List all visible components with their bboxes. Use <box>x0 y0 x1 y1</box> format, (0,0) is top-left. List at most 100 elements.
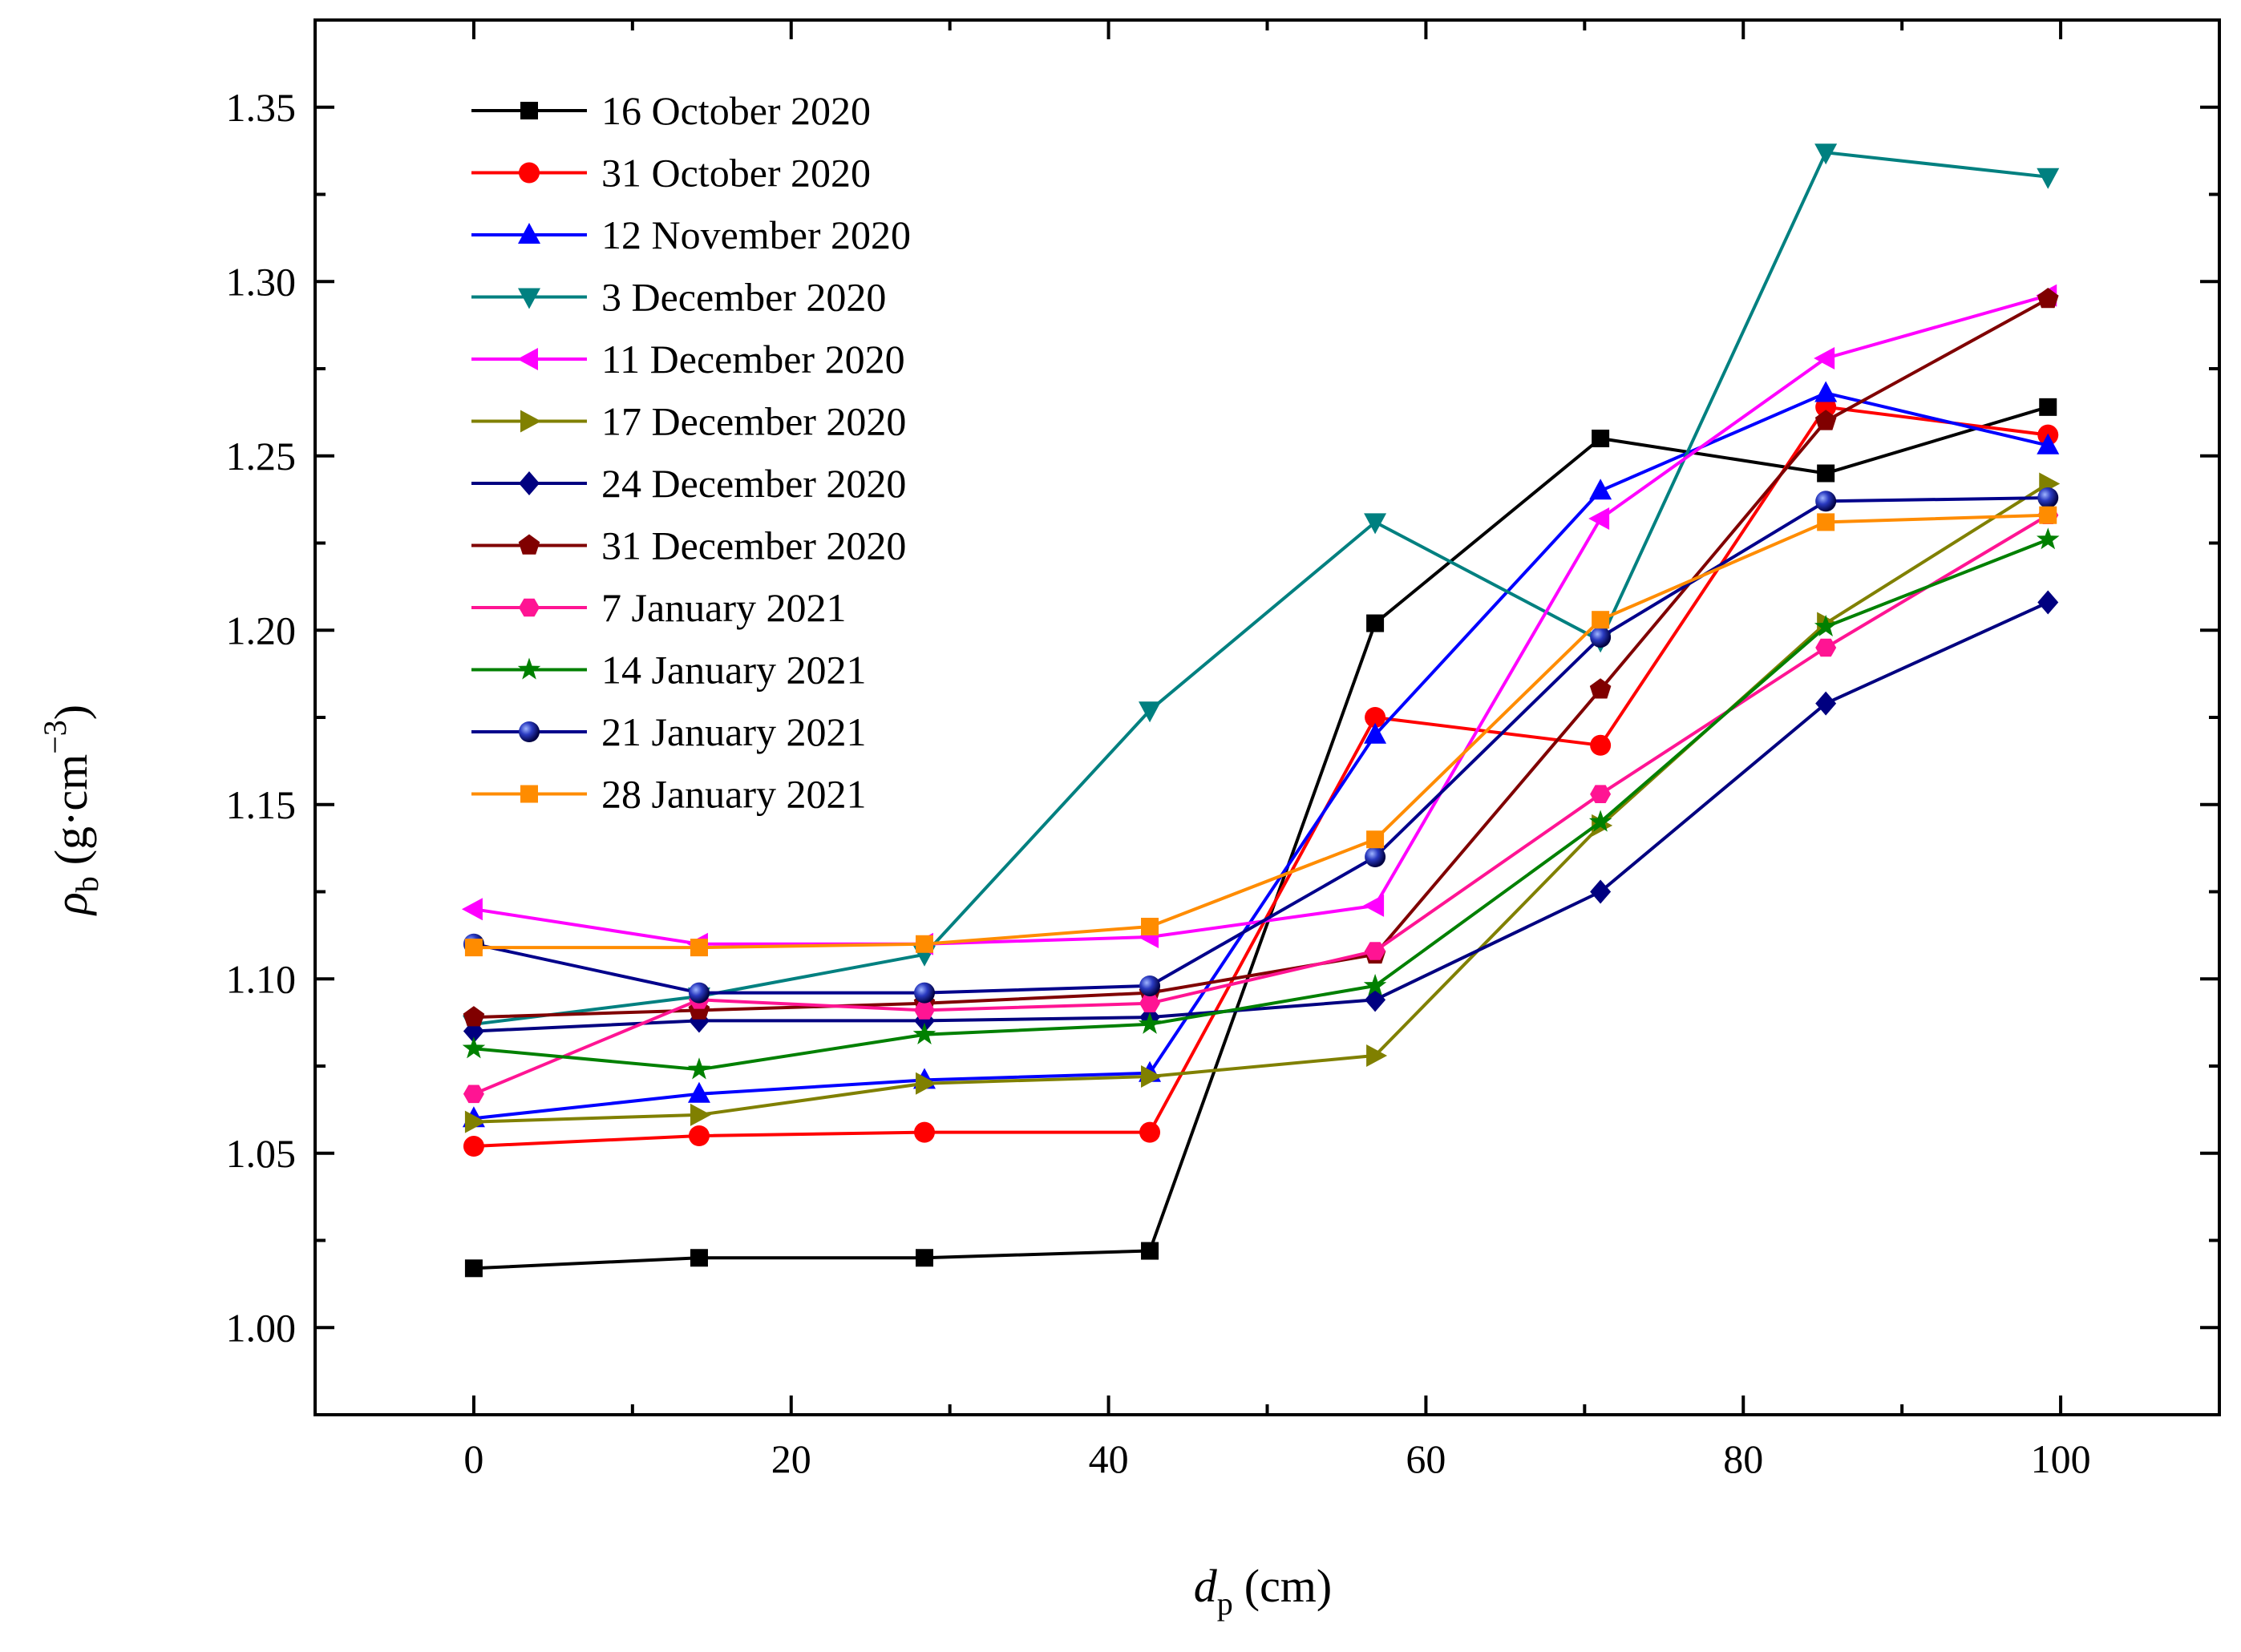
y-axis-exponent: −3 <box>37 720 73 754</box>
data-point <box>916 1072 936 1095</box>
data-point <box>1139 1121 1161 1143</box>
series-10 <box>462 527 2060 1080</box>
legend-entry: 17 December 2020 <box>471 399 906 444</box>
data-point <box>1365 846 1386 867</box>
legend-label: 28 January 2021 <box>601 772 867 817</box>
series-line <box>473 496 2049 995</box>
y-tick-label: 1.10 <box>226 956 297 1001</box>
series-line <box>473 482 2049 1124</box>
data-point <box>1141 1242 1159 1260</box>
data-point <box>688 982 710 1004</box>
legend-marker <box>519 598 540 617</box>
series-line <box>473 297 2049 1020</box>
legend-label: 21 January 2021 <box>601 709 867 754</box>
legend-label: 31 October 2020 <box>601 151 871 196</box>
data-point <box>1139 994 1160 1012</box>
data-point <box>463 1136 484 1157</box>
data-point <box>1817 464 1835 483</box>
series-line <box>473 151 2049 1026</box>
legend-marker <box>520 102 538 119</box>
legend-label: 7 January 2021 <box>601 585 847 630</box>
axes-layer: 0 20 40 60 80 100 1.00 1.05 1.10 1.15 1.20 1.25 1.30… <box>226 18 2221 1481</box>
data-point <box>688 1125 710 1146</box>
data-point <box>1363 973 1387 996</box>
data-point <box>1589 678 1612 699</box>
data-point <box>690 1103 711 1126</box>
data-point <box>1815 491 1837 512</box>
series-line <box>473 538 2049 1072</box>
y-tick-label: 1.35 <box>226 85 297 130</box>
data-point <box>1139 975 1161 996</box>
legend-marker <box>518 288 540 309</box>
data-point <box>2039 506 2057 524</box>
data-point <box>2037 288 2059 309</box>
legend-label: 17 December 2020 <box>601 399 906 444</box>
data-point <box>1815 691 1837 716</box>
legend-marker <box>520 410 541 433</box>
legend: 16 October 2020 31 October 2020 12 Novembe… <box>471 88 911 817</box>
data-point <box>1592 430 1610 447</box>
data-point <box>2039 398 2057 416</box>
data-point <box>1365 707 1386 728</box>
data-point <box>690 939 708 957</box>
data-point <box>1590 626 1612 648</box>
data-point <box>1366 1044 1388 1067</box>
x-tick-label: 40 <box>1089 1436 1129 1481</box>
data-point <box>1592 611 1610 629</box>
legend-entry: 31 October 2020 <box>471 151 871 196</box>
legend-marker <box>517 657 541 680</box>
data-point <box>1363 894 1385 917</box>
y-tick-label: 1.00 <box>226 1305 297 1350</box>
series-11 <box>463 487 2059 1004</box>
legend-label: 16 October 2020 <box>601 88 871 133</box>
data-point <box>912 1022 936 1044</box>
y-tick-label: 1.20 <box>226 608 297 652</box>
x-axis-symbol: d <box>1194 1560 1218 1612</box>
x-axis-subscript: p <box>1217 1585 1233 1622</box>
legend-entry: 11 December 2020 <box>471 337 905 382</box>
x-tick-label: 100 <box>2031 1436 2091 1481</box>
legend-label: 31 December 2020 <box>601 523 906 568</box>
y-tick-label: 1.30 <box>226 259 297 304</box>
data-point <box>916 935 933 953</box>
legend-marker <box>519 162 540 184</box>
y-axis-subscript: b <box>69 876 105 892</box>
legend-label: 24 December 2020 <box>601 461 906 506</box>
legend-entry: 16 October 2020 <box>471 88 871 133</box>
data-point <box>2037 433 2060 454</box>
data-point <box>1590 785 1612 803</box>
data-point <box>463 1006 485 1027</box>
data-point <box>1588 810 1612 832</box>
legend-entry: 12 November 2020 <box>471 212 911 257</box>
legend-label: 12 November 2020 <box>601 212 911 257</box>
data-point <box>1590 879 1612 904</box>
legend-marker <box>518 223 540 244</box>
legend-entry: 31 December 2020 <box>471 523 906 568</box>
data-point <box>2037 590 2059 615</box>
data-point <box>1366 830 1385 849</box>
data-point <box>1365 942 1386 960</box>
data-point <box>1815 638 1837 657</box>
data-point <box>1589 479 1612 500</box>
series-line <box>473 513 2049 950</box>
legend-entry: 7 January 2021 <box>471 585 847 630</box>
legend-marker <box>518 534 540 555</box>
data-point <box>462 1036 486 1059</box>
data-point <box>1814 381 1838 402</box>
data-point <box>1365 988 1386 1012</box>
legend-entry: 3 December 2020 <box>471 275 886 320</box>
data-point <box>1814 410 1837 430</box>
data-point <box>1364 722 1387 744</box>
data-point <box>2037 527 2060 550</box>
y-axis-unit: (g·cm <box>45 754 97 866</box>
legend-marker <box>519 721 540 742</box>
series-9 <box>463 506 2059 1104</box>
data-point <box>464 1259 483 1278</box>
legend-marker <box>519 471 540 495</box>
series-12 <box>464 506 2057 957</box>
data-point <box>464 1110 486 1133</box>
x-tick-label: 60 <box>1406 1436 1446 1481</box>
x-tick-label: 80 <box>1723 1436 1763 1481</box>
y-tick-label: 1.15 <box>226 782 297 827</box>
